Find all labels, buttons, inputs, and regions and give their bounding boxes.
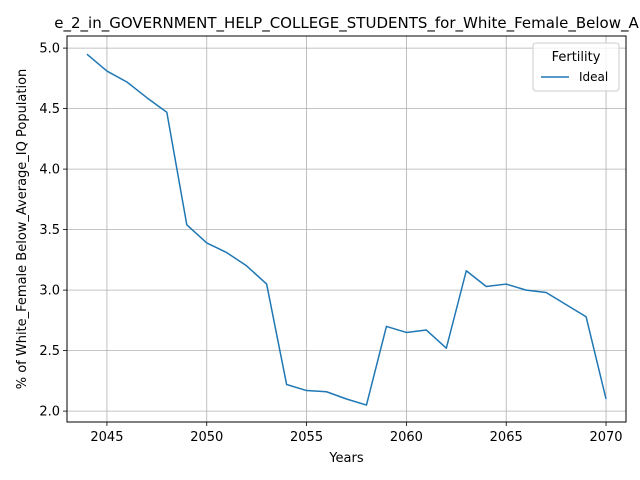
series-layer [86, 53, 607, 406]
x-tick-label: 2045 [90, 430, 123, 445]
legend-title: Fertility [552, 50, 601, 65]
x-tick-label: 2055 [290, 430, 323, 445]
y-tick-label: 3.5 [39, 223, 60, 238]
x-tick-label: 2060 [390, 430, 423, 445]
legend-entry-ideal: Ideal [579, 70, 608, 84]
legend: Fertility Ideal [532, 42, 620, 92]
y-tick-label: 5.0 [39, 42, 60, 57]
y-tick-label: 2.5 [39, 344, 60, 359]
x-axis-label: Years [328, 451, 364, 466]
y-axis-label: % of White_Female Below_Average_IQ Popul… [15, 69, 30, 390]
y-tick-label: 4.5 [39, 102, 60, 117]
x-tick-label: 2065 [490, 430, 523, 445]
y-tick-label: 2.0 [39, 405, 60, 420]
plot-frame [66, 35, 627, 423]
grid [67, 36, 626, 422]
y-tick-label: 3.0 [39, 284, 60, 299]
legend-box [532, 42, 620, 92]
y-axis: 2.0 2.5 3.0 3.5 4.0 4.5 5.0 [39, 42, 67, 420]
y-tick-label: 4.0 [39, 163, 60, 178]
x-tick-label: 2050 [190, 430, 223, 445]
series-line-ideal [86, 53, 607, 406]
x-tick-label: 2070 [589, 430, 622, 445]
x-axis: 2045 2050 2055 2060 2065 2070 [90, 422, 623, 445]
chart-title: e_2_in_GOVERNMENT_HELP_COLLEGE_STUDENTS_… [54, 14, 639, 33]
